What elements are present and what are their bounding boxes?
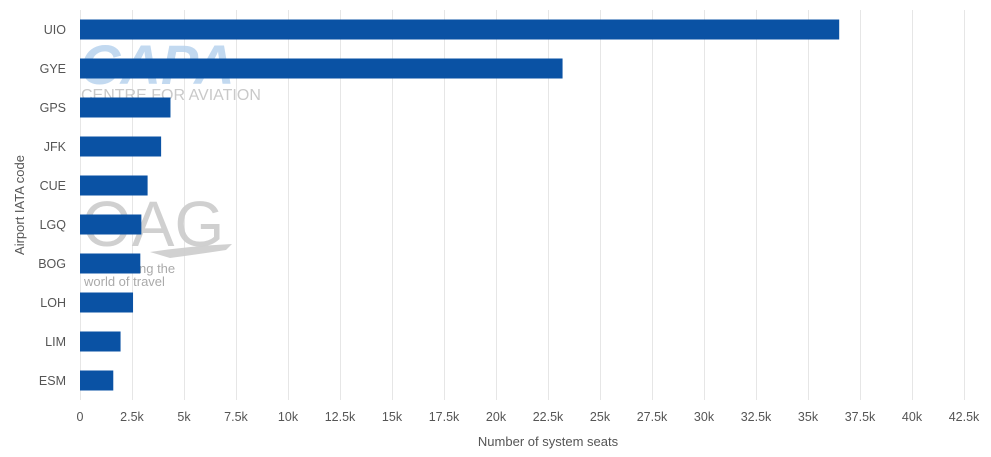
oag-watermark: OAG ng the world of travel bbox=[82, 188, 232, 289]
x-tick-label: 17.5k bbox=[429, 410, 460, 424]
x-axis-title: Number of system seats bbox=[478, 434, 619, 449]
bar-lgq[interactable] bbox=[80, 214, 142, 235]
x-tick-label: 20k bbox=[486, 410, 507, 424]
bar-jfk[interactable] bbox=[80, 136, 162, 157]
x-tick-label: 35k bbox=[798, 410, 819, 424]
y-tick-label: BOG bbox=[38, 257, 66, 271]
y-tick-label: LOH bbox=[40, 296, 66, 310]
y-tick-label: UIO bbox=[44, 23, 67, 37]
bars bbox=[80, 19, 840, 391]
y-tick-label: GPS bbox=[40, 101, 66, 115]
y-axis-tick-labels: UIO GYE GPS JFK CUE LGQ BOG LOH LIM ESM bbox=[38, 23, 66, 388]
oag-tagline-line-1: ng the bbox=[139, 261, 175, 276]
bar-gye[interactable] bbox=[80, 58, 563, 79]
x-tick-label: 22.5k bbox=[533, 410, 564, 424]
y-tick-label: GYE bbox=[40, 62, 66, 76]
x-tick-label: 32.5k bbox=[741, 410, 772, 424]
x-axis-tick-labels: 0 2.5k 5k 7.5k 10k 12.5k 15k 17.5k 20k 22.5k 25k 27… bbox=[77, 410, 981, 424]
x-tick-label: 7.5k bbox=[224, 410, 248, 424]
bar-lim[interactable] bbox=[80, 331, 121, 352]
x-tick-label: 25k bbox=[590, 410, 611, 424]
y-tick-label: LGQ bbox=[40, 218, 67, 232]
bar-esm[interactable] bbox=[80, 370, 114, 391]
x-tick-label: 40k bbox=[902, 410, 923, 424]
x-tick-label: 2.5k bbox=[120, 410, 144, 424]
bar-bog[interactable] bbox=[80, 253, 141, 274]
airplane-icon bbox=[150, 244, 232, 258]
x-tick-label: 10k bbox=[278, 410, 299, 424]
bar-cue[interactable] bbox=[80, 175, 148, 196]
x-tick-label: 0 bbox=[77, 410, 84, 424]
x-tick-label: 27.5k bbox=[637, 410, 668, 424]
x-tick-label: 15k bbox=[382, 410, 403, 424]
x-tick-label: 5k bbox=[177, 410, 191, 424]
y-tick-label: JFK bbox=[44, 140, 67, 154]
oag-tagline-line-2: world of travel bbox=[83, 274, 165, 289]
bar-gps[interactable] bbox=[80, 97, 171, 118]
y-tick-label: LIM bbox=[45, 335, 66, 349]
x-tick-label: 12.5k bbox=[325, 410, 356, 424]
bar-loh[interactable] bbox=[80, 292, 134, 313]
x-tick-label: 37.5k bbox=[845, 410, 876, 424]
bar-uio[interactable] bbox=[80, 19, 840, 40]
y-axis-title: Airport IATA code bbox=[12, 155, 27, 255]
y-tick-label: ESM bbox=[39, 374, 66, 388]
x-tick-label: 42.5k bbox=[949, 410, 980, 424]
x-tick-label: 30k bbox=[694, 410, 715, 424]
y-tick-label: CUE bbox=[40, 179, 66, 193]
